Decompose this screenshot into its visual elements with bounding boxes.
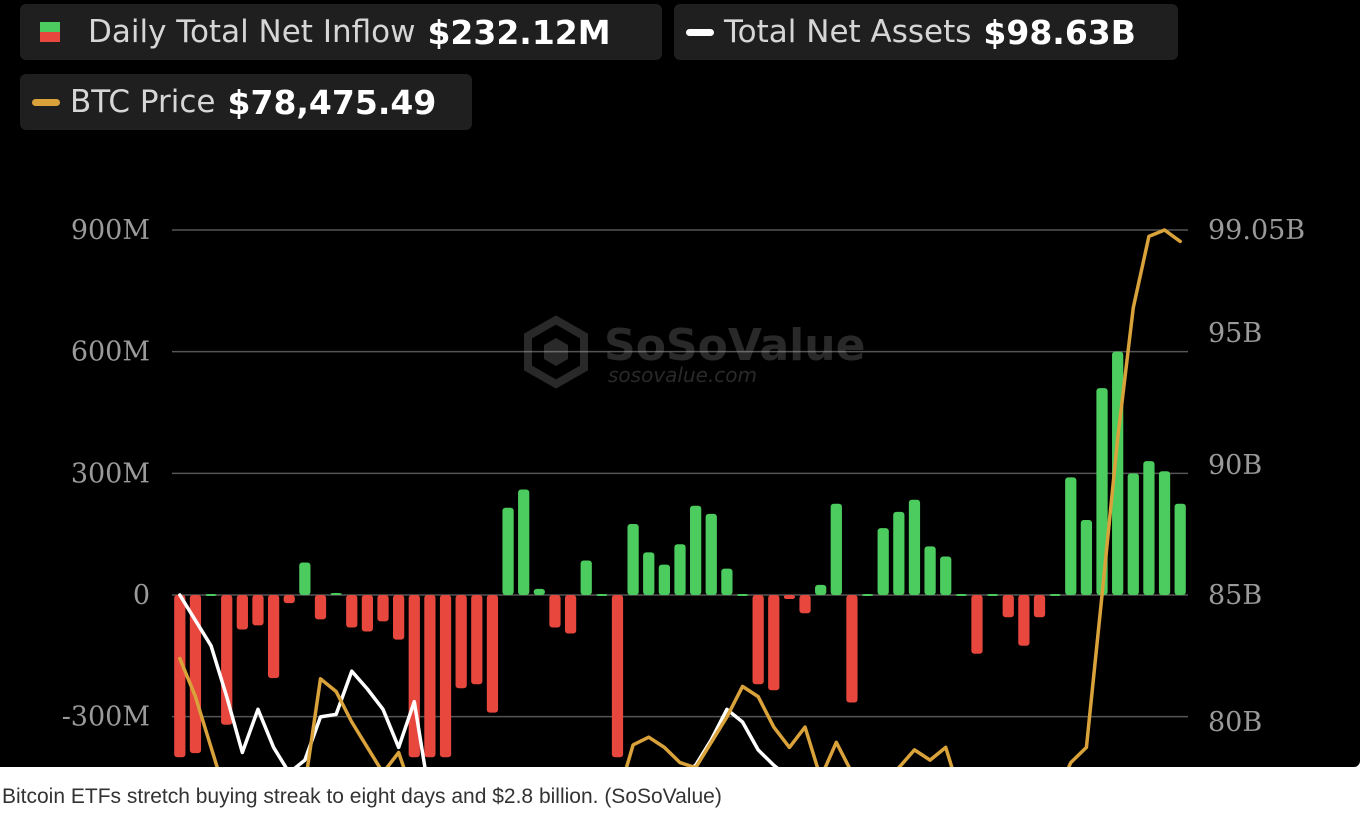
gold-line-swatch-icon — [32, 98, 60, 106]
right-tick-label: 85B — [1208, 580, 1262, 611]
inflow-bar — [455, 595, 467, 689]
legend-assets-value: $98.63B — [983, 12, 1136, 52]
inflow-bar — [752, 595, 764, 685]
inflow-bar — [893, 511, 905, 595]
inflow-bar — [205, 594, 217, 596]
inflow-bar — [518, 489, 530, 595]
watermark-site: sosovalue.com — [608, 363, 757, 387]
inflow-bar — [393, 595, 405, 640]
inflow-bar — [1174, 503, 1186, 595]
inflow-bar — [174, 595, 186, 758]
inflow-bar — [1002, 595, 1014, 618]
sosovalue-logo-icon — [524, 315, 588, 389]
inflow-bar — [267, 595, 280, 679]
inflow-bar — [299, 562, 311, 595]
inflow-bar — [705, 513, 717, 595]
inflow-bar — [330, 592, 342, 595]
legend-inflow-value: $232.12M — [427, 12, 611, 52]
left-tick-label: 600M — [71, 337, 150, 368]
left-tick-label: -300M — [62, 702, 150, 733]
inflow-bar — [986, 594, 999, 596]
inflow-bar — [658, 564, 670, 595]
white-line-swatch-icon — [686, 28, 714, 36]
inflow-bar — [768, 595, 780, 691]
inflow-bar — [1033, 595, 1046, 618]
inflow-bars — [174, 351, 1186, 758]
inflow-bar — [721, 568, 733, 595]
figure-caption: Bitcoin ETFs stretch buying streak to ei… — [2, 785, 722, 808]
series-lines — [178, 228, 1182, 767]
inflow-bar — [283, 595, 295, 604]
inflow-bar — [580, 560, 592, 595]
inflow-bar — [690, 505, 702, 595]
inflow-bar — [596, 594, 608, 596]
right-tick-label: 99.05B — [1208, 215, 1305, 246]
inflow-bar — [674, 544, 686, 595]
left-tick-label: 0 — [133, 580, 150, 611]
legend-assets[interactable]: Total Net Assets $98.63B — [674, 4, 1178, 60]
inflow-bar — [1018, 595, 1030, 646]
inflow-bar — [861, 594, 874, 596]
right-axis: 99.05B 95B 90B 85B 80B — [1208, 215, 1305, 738]
right-tick-label: 90B — [1208, 450, 1262, 481]
watermark: SoSoValue sosovalue.com — [524, 315, 865, 389]
inflow-bar — [611, 595, 624, 758]
inflow-bar — [314, 595, 327, 620]
inflow-bar — [1143, 461, 1155, 595]
left-axis: 900M 600M 300M 0 -300M — [62, 215, 150, 733]
inflow-bar — [502, 507, 514, 595]
inflow-bar — [955, 594, 967, 596]
total-net-assets-line — [178, 593, 779, 767]
left-tick-label: 900M — [71, 215, 150, 246]
inflow-bar — [924, 546, 936, 595]
left-tick-label: 300M — [71, 458, 150, 489]
btc-price-line — [178, 228, 1182, 767]
inflow-bar — [1158, 471, 1171, 595]
right-tick-label: 80B — [1208, 707, 1262, 738]
inflow-bar — [549, 595, 561, 628]
inflow-bar — [1049, 594, 1061, 596]
right-tick-label: 95B — [1208, 318, 1262, 349]
inflow-bar — [830, 503, 842, 595]
inflow-bar — [377, 595, 389, 622]
inflow-bar — [471, 595, 483, 685]
inflow-bar — [627, 524, 639, 595]
inflow-bar — [815, 584, 827, 595]
legend-btc[interactable]: BTC Price $78,475.49 — [20, 74, 472, 130]
inflow-bar — [236, 595, 248, 630]
legend-assets-label: Total Net Assets — [724, 14, 972, 50]
inflow-bar — [799, 595, 811, 614]
inflow-bar — [346, 595, 358, 628]
inflow-bar — [486, 595, 499, 713]
inflow-bar — [783, 595, 796, 600]
inflow-bar — [189, 595, 202, 754]
bar-swatch-icon — [40, 22, 60, 42]
inflow-bar — [424, 595, 436, 758]
inflow-bar — [252, 595, 264, 626]
inflow-bar — [1080, 519, 1093, 595]
inflow-bar — [533, 588, 545, 595]
chart-panel: Daily Total Net Inflow $232.12M Total Ne… — [0, 0, 1360, 767]
legend-inflow[interactable]: Daily Total Net Inflow $232.12M — [20, 4, 662, 60]
inflow-bar — [1065, 477, 1077, 595]
inflow-bar — [940, 556, 952, 595]
inflow-bar — [643, 552, 655, 595]
watermark-brand: SoSoValue — [604, 320, 865, 371]
inflow-bar — [736, 594, 749, 596]
inflow-bar — [908, 499, 921, 595]
inflow-bar — [971, 595, 983, 654]
inflow-bar — [439, 595, 452, 758]
legend-btc-value: $78,475.49 — [227, 82, 437, 122]
grid — [172, 229, 1188, 718]
inflow-bar — [361, 595, 374, 632]
inflow-bar — [1096, 388, 1108, 595]
inflow-bar — [877, 528, 889, 595]
inflow-bar — [564, 595, 577, 634]
inflow-bar — [1127, 473, 1139, 595]
legend-inflow-label: Daily Total Net Inflow — [88, 14, 416, 50]
legend-btc-label: BTC Price — [70, 84, 216, 120]
chart-plot: SoSoValue sosovalue.com 900M 600M 300M 0 -30… — [62, 215, 1305, 767]
inflow-bar — [846, 595, 858, 703]
